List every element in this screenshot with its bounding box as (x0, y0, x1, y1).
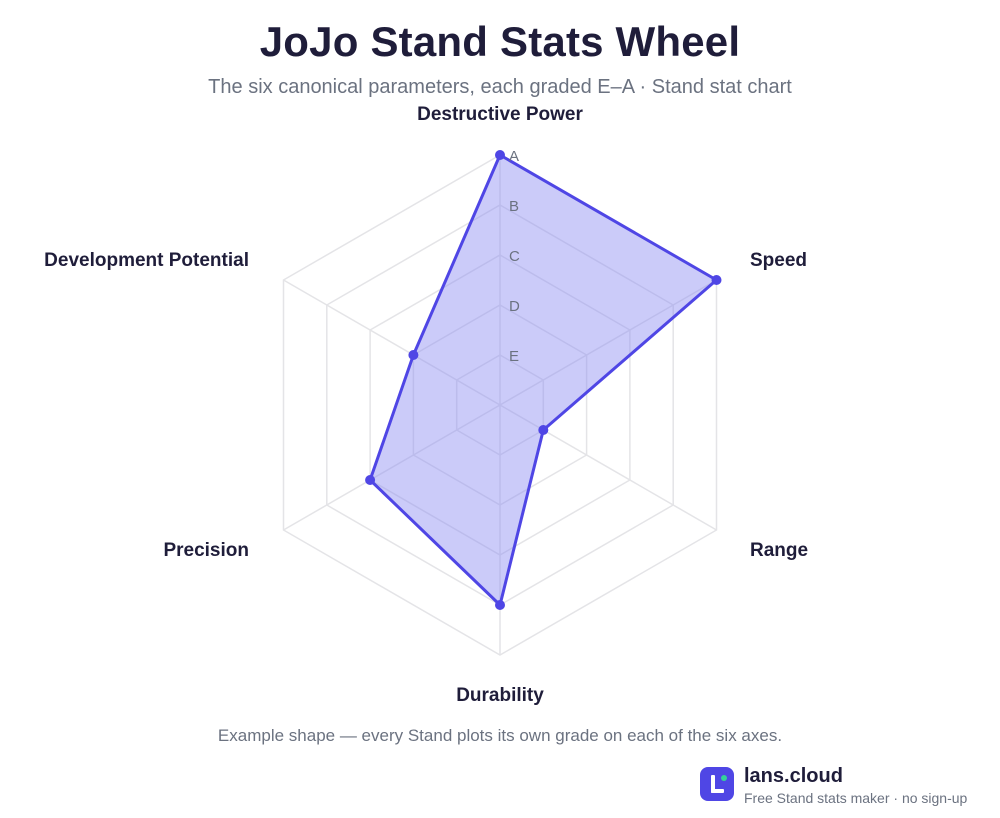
grid-spoke (499, 279, 717, 406)
data-point-development-potential (408, 350, 419, 360)
brand-logo-icon (700, 767, 734, 801)
axis-label-range: Range (750, 540, 808, 561)
chart-footnote: Example shape — every Stand plots its ow… (217, 726, 783, 745)
axis-label-development-potential: Development Potential (44, 250, 249, 271)
data-point-range (538, 425, 549, 435)
grade-label-e: E (509, 348, 519, 365)
series-area (368, 153, 719, 607)
chart-subtitle: The six canonical parameters, each grade… (208, 76, 792, 98)
data-point-speed (711, 275, 722, 285)
axis-label-durability: Durability (456, 685, 544, 706)
grade-label-b: B (509, 198, 519, 215)
chart-title: JoJo Stand Stats Wheel (259, 18, 741, 65)
axis-label-precision: Precision (163, 540, 249, 561)
grade-label-a: A (509, 148, 519, 165)
grid-spoke (283, 279, 501, 406)
grid-spoke (499, 404, 717, 531)
axis-label-destructive-power: Destructive Power (417, 104, 583, 125)
data-point-destructive-power (495, 150, 505, 160)
data-point-durability (495, 600, 505, 610)
grade-label-d: D (509, 298, 520, 315)
grid-spoke (283, 404, 501, 531)
grade-label-c: C (509, 248, 520, 265)
brand-name: lans.cloud (744, 765, 843, 787)
data-point-precision (365, 475, 376, 485)
brand-tagline: Free Stand stats maker · no sign-up (744, 790, 968, 806)
axis-label-speed: Speed (750, 250, 807, 271)
